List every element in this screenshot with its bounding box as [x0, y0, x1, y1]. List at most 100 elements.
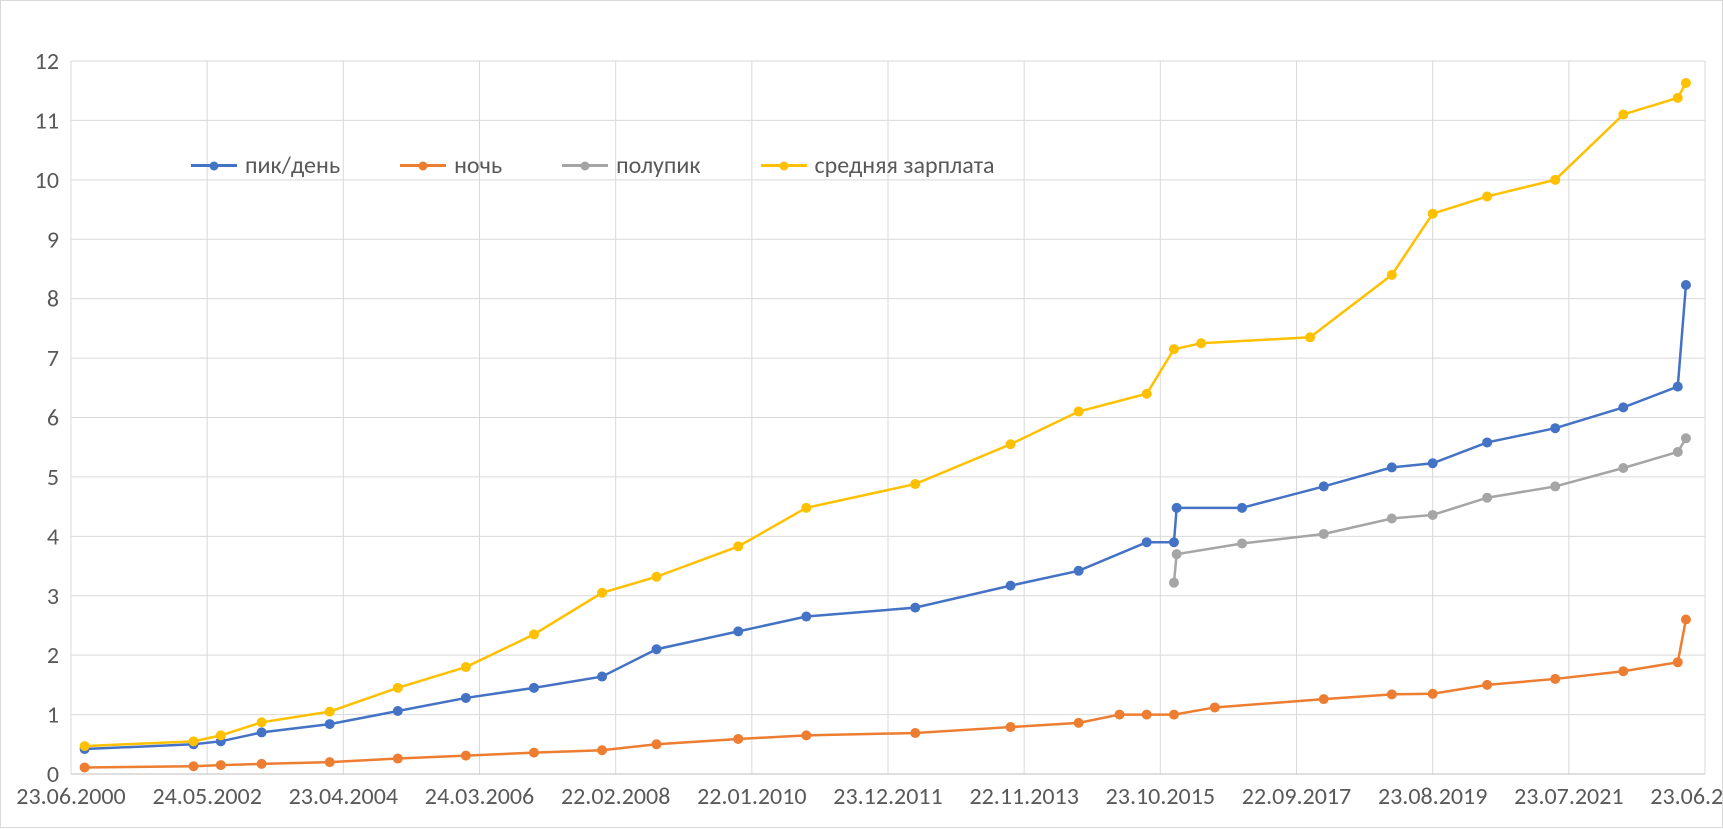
series-marker-icon	[1172, 549, 1182, 559]
series-marker-icon	[257, 717, 267, 727]
series-marker-icon	[1673, 447, 1683, 457]
series-marker-icon	[1681, 280, 1691, 290]
x-axis-tick-label: 23.06.2000	[16, 782, 125, 811]
series-marker-icon	[1169, 710, 1179, 720]
series-marker-icon	[1618, 666, 1628, 676]
legend-swatch-icon	[761, 164, 807, 167]
series-marker-icon	[733, 541, 743, 551]
y-axis-tick-label: 6	[47, 404, 59, 433]
series-marker-icon	[80, 741, 90, 751]
series-marker-icon	[1006, 581, 1016, 591]
series-marker-icon	[1673, 382, 1683, 392]
series-marker-icon	[1550, 423, 1560, 433]
legend-label: средняя зарплата	[815, 151, 995, 180]
series-marker-icon	[1196, 338, 1206, 348]
series-marker-icon	[1169, 578, 1179, 588]
series-marker-icon	[1169, 344, 1179, 354]
series-marker-icon	[1169, 537, 1179, 547]
series-marker-icon	[1673, 93, 1683, 103]
series-marker-icon	[733, 734, 743, 744]
series-marker-icon	[597, 745, 607, 755]
series-marker-icon	[910, 603, 920, 613]
x-axis-tick-label: 22.09.2017	[1242, 782, 1351, 811]
series-marker-icon	[910, 479, 920, 489]
series-marker-icon	[325, 719, 335, 729]
series-marker-icon	[910, 728, 920, 738]
series-marker-icon	[801, 730, 811, 740]
series-marker-icon	[1550, 175, 1560, 185]
series-marker-icon	[1319, 481, 1329, 491]
y-axis-tick-label: 12	[35, 47, 59, 76]
x-axis-tick-label: 23.06.2023	[1650, 782, 1723, 811]
x-axis-tick-label: 23.04.2004	[289, 782, 398, 811]
legend-label: полупик	[616, 151, 700, 180]
series-marker-icon	[1074, 718, 1084, 728]
series-marker-icon	[393, 754, 403, 764]
series-marker-icon	[325, 757, 335, 767]
series-marker-icon	[1074, 566, 1084, 576]
series-marker-icon	[1482, 680, 1492, 690]
series-marker-icon	[652, 572, 662, 582]
series-marker-icon	[80, 762, 90, 772]
series-line	[85, 83, 1686, 746]
legend-swatch-icon	[191, 164, 237, 167]
series-marker-icon	[652, 739, 662, 749]
series-marker-icon	[1681, 78, 1691, 88]
y-axis-tick-label: 7	[47, 344, 59, 373]
series-marker-icon	[1550, 674, 1560, 684]
series-marker-icon	[1114, 710, 1124, 720]
legend-item-avg-salary: средняя зарплата	[761, 151, 995, 180]
series-marker-icon	[1482, 437, 1492, 447]
series-line	[85, 285, 1686, 749]
series-marker-icon	[1387, 689, 1397, 699]
chart-svg: 012345678910111223.06.200024.05.200223.0…	[1, 1, 1723, 829]
series-marker-icon	[1550, 481, 1560, 491]
series-marker-icon	[733, 626, 743, 636]
series-marker-icon	[393, 706, 403, 716]
series-marker-icon	[216, 760, 226, 770]
series-marker-icon	[1428, 689, 1438, 699]
x-axis-tick-label: 22.02.2008	[561, 782, 670, 811]
series-marker-icon	[1074, 407, 1084, 417]
legend-item-half-peak: полупик	[562, 151, 700, 180]
series-marker-icon	[1618, 463, 1628, 473]
series-marker-icon	[1142, 710, 1152, 720]
series-marker-icon	[1387, 514, 1397, 524]
series-marker-icon	[1006, 722, 1016, 732]
x-axis-tick-label: 24.05.2002	[152, 782, 261, 811]
series-marker-icon	[461, 662, 471, 672]
series-marker-icon	[216, 730, 226, 740]
series-marker-icon	[1428, 458, 1438, 468]
series-marker-icon	[189, 761, 199, 771]
series-marker-icon	[1006, 439, 1016, 449]
series-marker-icon	[1237, 503, 1247, 513]
x-axis-tick-label: 23.07.2021	[1514, 782, 1623, 811]
series-marker-icon	[1428, 510, 1438, 520]
x-axis-tick-label: 23.08.2019	[1378, 782, 1487, 811]
series-marker-icon	[325, 707, 335, 717]
series-marker-icon	[1482, 493, 1492, 503]
series-marker-icon	[1172, 503, 1182, 513]
legend-swatch-icon	[400, 164, 446, 167]
y-axis-tick-label: 10	[35, 166, 59, 195]
series-marker-icon	[529, 629, 539, 639]
y-axis-tick-label: 2	[47, 641, 59, 670]
y-axis-tick-label: 4	[47, 522, 59, 551]
legend-item-night: ночь	[400, 151, 502, 180]
series-marker-icon	[1482, 191, 1492, 201]
series-marker-icon	[1387, 270, 1397, 280]
x-axis-tick-label: 22.01.2010	[697, 782, 806, 811]
series-marker-icon	[189, 736, 199, 746]
series-marker-icon	[1142, 537, 1152, 547]
y-axis-tick-label: 9	[47, 225, 59, 254]
legend-swatch-icon	[562, 164, 608, 167]
series-marker-icon	[1681, 615, 1691, 625]
legend-label: ночь	[454, 151, 502, 180]
series-marker-icon	[1681, 433, 1691, 443]
line-chart: 012345678910111223.06.200024.05.200223.0…	[0, 0, 1723, 828]
series-marker-icon	[461, 751, 471, 761]
series-marker-icon	[1319, 694, 1329, 704]
x-axis-tick-label: 24.03.2006	[425, 782, 534, 811]
series-marker-icon	[1142, 389, 1152, 399]
y-axis-tick-label: 1	[47, 701, 59, 730]
